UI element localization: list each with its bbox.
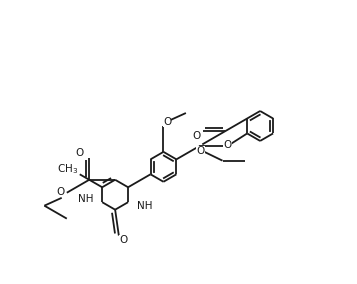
Text: NH: NH	[137, 201, 152, 211]
Text: O: O	[56, 187, 65, 197]
Text: O: O	[223, 139, 232, 150]
Text: O: O	[76, 148, 84, 158]
Text: O: O	[119, 235, 127, 245]
Text: O: O	[163, 117, 171, 127]
Text: O: O	[196, 146, 205, 156]
Text: O: O	[192, 131, 200, 141]
Text: CH$_3$: CH$_3$	[57, 162, 78, 176]
Text: NH: NH	[78, 193, 93, 204]
